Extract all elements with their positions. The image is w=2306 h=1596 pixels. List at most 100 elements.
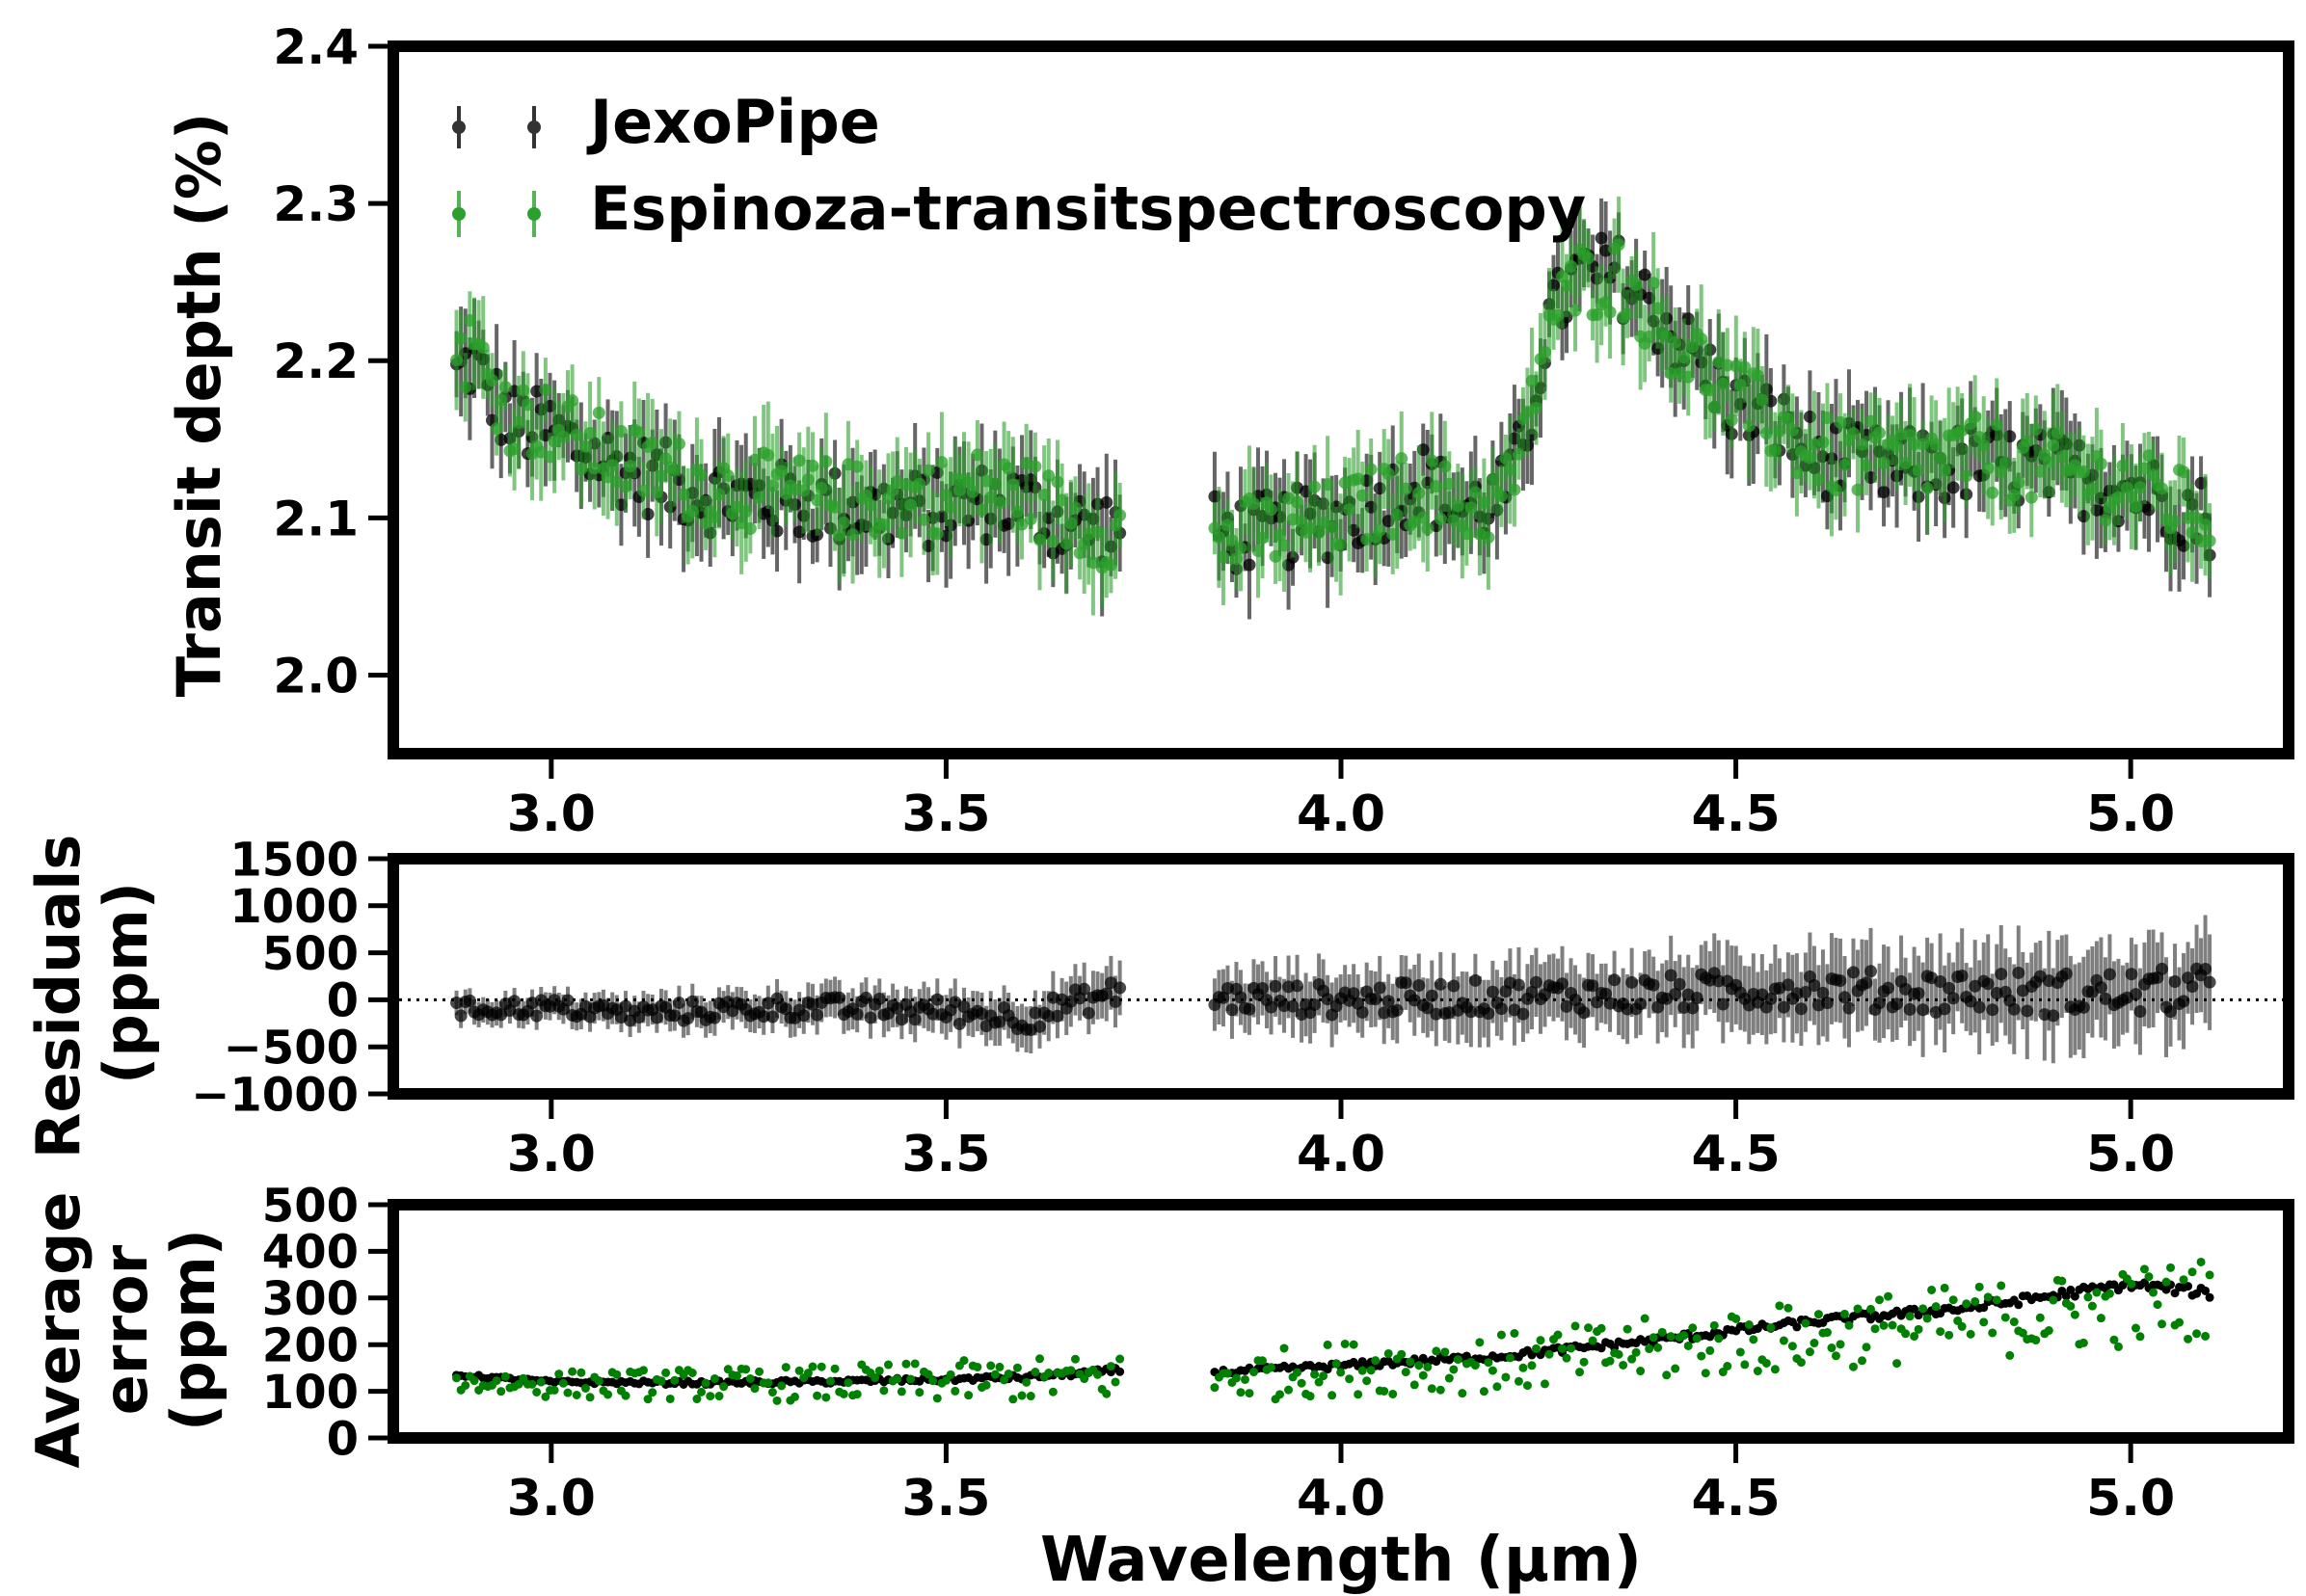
data-point: [665, 1394, 675, 1403]
data-point: [1862, 1343, 1871, 1352]
data-point: [1512, 447, 1525, 461]
data-point: [2044, 1326, 2053, 1336]
data-point: [2203, 534, 2216, 547]
data-point: [2205, 1270, 2214, 1280]
series-1-0: [450, 915, 2216, 1064]
data-point: [895, 526, 908, 540]
data-point: [2168, 515, 2182, 528]
data-point: [1340, 1339, 1350, 1348]
data-point: [1102, 1389, 1112, 1398]
data-point: [2070, 1310, 2079, 1319]
data-point: [973, 1362, 982, 1371]
data-point: [1106, 1362, 1115, 1371]
data-point: [1308, 480, 1322, 493]
data-point: [932, 1394, 942, 1403]
data-point: [1331, 1359, 1341, 1369]
data-point: [1709, 1320, 1719, 1330]
data-point: [1044, 1368, 1054, 1377]
data-point: [1775, 1301, 1784, 1311]
data-point: [1440, 1347, 1450, 1357]
data-point: [2184, 1282, 2193, 1291]
data-point: [1860, 459, 1873, 472]
data-point: [910, 1359, 920, 1369]
data-point: [1640, 1314, 1649, 1323]
legend-marker-jexopipe: [452, 106, 541, 148]
data-point: [1848, 1362, 1858, 1371]
data-point: [981, 1380, 991, 1390]
average-error-data: [452, 1257, 2214, 1405]
data-point: [1366, 1366, 1376, 1375]
data-point: [1944, 1330, 1954, 1340]
data-point: [990, 1370, 1000, 1379]
data-point: [638, 1366, 648, 1375]
y-tick-label: 2.0: [273, 648, 359, 704]
data-point: [1475, 1338, 1485, 1347]
data-point: [1390, 508, 1404, 521]
data-point: [1905, 1312, 1915, 1321]
transit-depth-frame: [388, 40, 2294, 759]
data-point: [743, 521, 757, 535]
data-point: [1588, 1336, 1597, 1345]
data-point: [1805, 1347, 1814, 1357]
data-point: [1536, 1336, 1545, 1345]
data-point: [1761, 1358, 1771, 1368]
y-axis-label-transit-depth: Transit depth (%): [164, 113, 234, 697]
data-point: [2113, 1342, 2123, 1351]
data-point: [777, 1381, 787, 1391]
data-point: [1401, 1368, 1410, 1377]
data-point: [1653, 1343, 1663, 1352]
data-point: [946, 1370, 955, 1379]
data-point: [817, 1362, 826, 1371]
data-point: [1409, 1380, 1419, 1390]
data-point: [550, 1385, 559, 1395]
data-point: [837, 516, 850, 529]
data-point: [1971, 1296, 1980, 1306]
data-point: [1725, 413, 1738, 427]
data-point: [781, 1363, 791, 1372]
data-point: [2087, 1301, 2097, 1311]
data-point: [2014, 1300, 2024, 1310]
data-point: [917, 513, 930, 526]
data-point: [803, 1369, 813, 1378]
data-point: [563, 1388, 573, 1397]
data-point: [924, 1370, 933, 1379]
data-point: [846, 528, 860, 542]
data-point: [1960, 469, 1973, 483]
data-point: [986, 1361, 996, 1370]
data-point: [1749, 1335, 1758, 1344]
data-point: [1792, 1322, 1802, 1332]
data-point: [1492, 1382, 1502, 1392]
data-point: [536, 1377, 546, 1387]
data-point: [1636, 1367, 1646, 1376]
data-point: [821, 1393, 831, 1402]
data-point: [2127, 1279, 2136, 1289]
data-point: [2061, 1291, 2071, 1301]
data-point: [1822, 1328, 1832, 1338]
data-point: [830, 1364, 840, 1373]
average-error-frame: [388, 1199, 2294, 1444]
data-point: [1494, 490, 1508, 503]
data-point: [1988, 1328, 1998, 1338]
data-point: [1936, 1327, 1945, 1337]
data-point: [2066, 1285, 2076, 1294]
data-point: [1875, 1295, 1885, 1305]
data-point: [2066, 1301, 2076, 1311]
y-tick-label: −500: [224, 1021, 359, 1075]
data-point: [2135, 1332, 2145, 1342]
data-point: [1024, 513, 1037, 526]
data-point: [643, 1395, 653, 1404]
data-point: [1004, 1370, 1013, 1379]
data-point: [1522, 1381, 1532, 1391]
data-point: [2196, 1257, 2206, 1266]
data-point: [1293, 1368, 1302, 1377]
data-point: [893, 1374, 902, 1384]
data-point: [1657, 1327, 1667, 1337]
data-point: [1345, 1374, 1354, 1384]
data-point: [1562, 1353, 1571, 1363]
data-point: [1008, 1395, 1018, 1404]
data-point: [2148, 1288, 2158, 1297]
data-point: [772, 1396, 782, 1405]
data-point: [1831, 1351, 1840, 1361]
data-point: [670, 1375, 680, 1385]
